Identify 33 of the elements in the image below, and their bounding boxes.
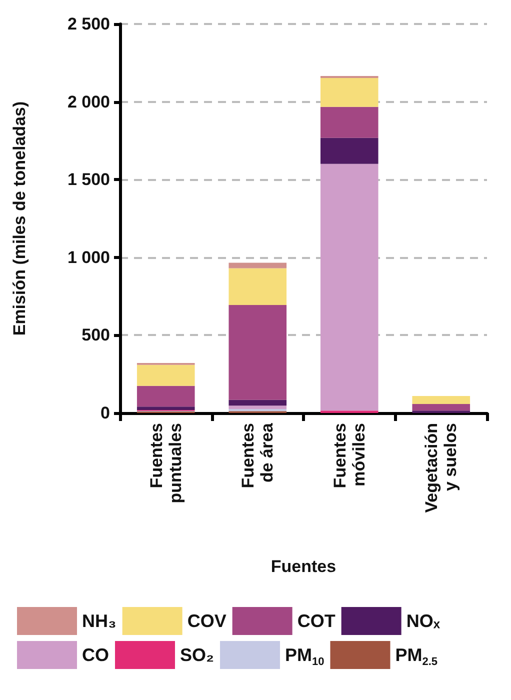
y-tick-label: 2 500 xyxy=(67,14,110,34)
x-tick-label: Vegetación y suelos xyxy=(422,423,460,513)
bar xyxy=(320,138,378,164)
legend-label: COV xyxy=(187,611,226,631)
legend-label: NH₃ xyxy=(82,611,116,631)
bar xyxy=(136,364,195,386)
legend-label: CO xyxy=(82,645,109,665)
bar xyxy=(228,408,287,412)
bar xyxy=(320,78,378,107)
bar xyxy=(228,305,287,400)
bar xyxy=(136,406,195,410)
bar xyxy=(412,404,470,411)
x-tick-label: Fuentes de área xyxy=(238,422,277,488)
bar xyxy=(228,268,287,306)
legend-label: NOₓ xyxy=(406,611,440,631)
legend-label: SO₂ xyxy=(180,645,214,665)
bar xyxy=(320,164,378,411)
legend-label: COT xyxy=(297,611,336,631)
y-tick-label: 500 xyxy=(82,326,110,345)
x-tick-label: Fuentes móviles xyxy=(330,423,368,488)
x-axis-title: Fuentes xyxy=(270,557,336,576)
y-tick-label: 2 000 xyxy=(67,92,110,112)
bar xyxy=(136,386,195,407)
y-tick-label: 1 000 xyxy=(67,248,110,267)
bar xyxy=(228,400,287,406)
bar xyxy=(320,106,378,138)
bar xyxy=(412,396,470,404)
bar xyxy=(228,262,287,268)
bar xyxy=(228,406,287,409)
x-tick-label: Fuentes puntuales xyxy=(146,423,185,504)
y-tick-label: 1 500 xyxy=(67,170,110,190)
y-tick-label: 0 xyxy=(100,404,110,422)
y-axis-title: Emisión (miles de toneladas) xyxy=(10,101,29,336)
